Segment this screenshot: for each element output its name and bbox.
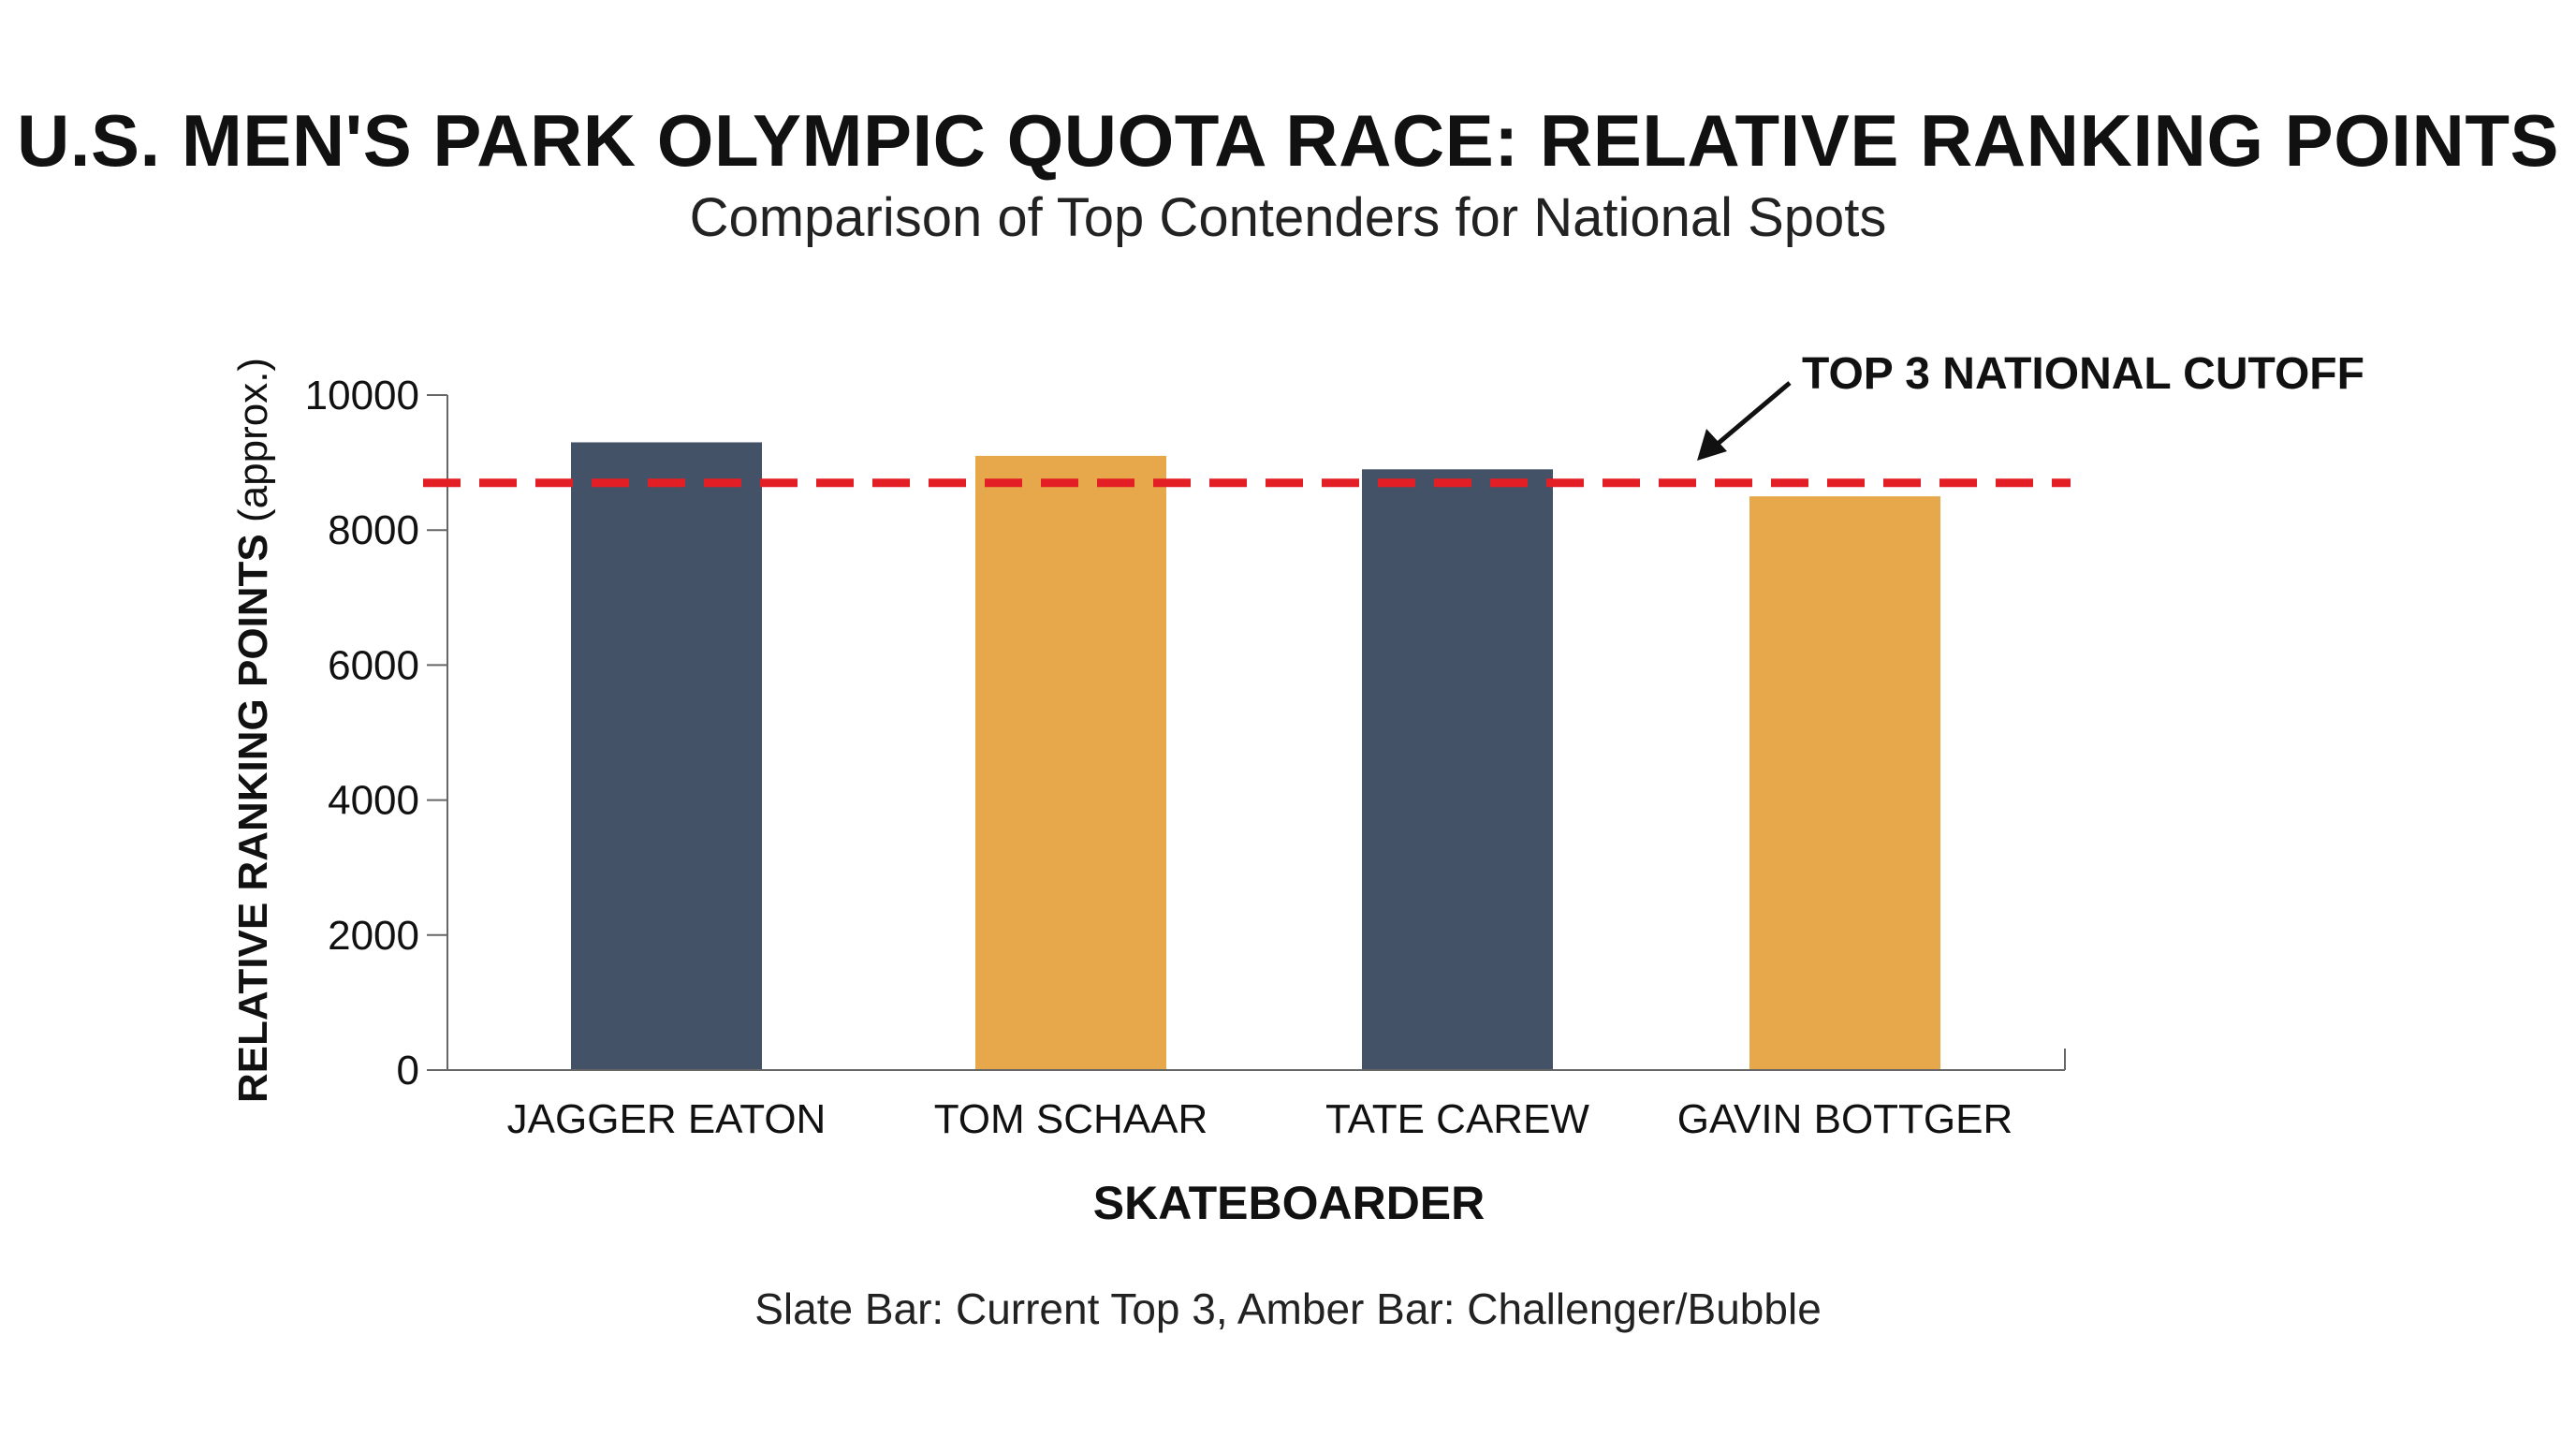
bar-tate-carew [1362,469,1553,1070]
y-tick-label: 10000 [305,373,419,418]
y-tick-label: 8000 [328,507,419,553]
y-tick-label: 4000 [328,778,419,824]
x-tick-label: TATE CAREW [1325,1096,1589,1142]
y-tick-label: 2000 [328,913,419,959]
y-tick-label: 0 [397,1048,419,1093]
bars-layer [571,442,1940,1071]
x-tick-label: GAVIN BOTTGER [1677,1096,2013,1142]
chart-title: U.S. MEN'S PARK OLYMPIC QUOTA RACE: RELA… [16,99,2560,182]
x-tick-label: JAGGER EATON [507,1096,827,1142]
y-axis-title: RELATIVE RANKING POINTS (approx.) [230,358,276,1103]
x-tick-label: TOM SCHAAR [934,1096,1208,1142]
cutoff-label: TOP 3 NATIONAL CUTOFF [1802,349,2364,399]
cutoff-arrow-shaft [1716,381,1792,446]
bar-jagger-eaton [571,442,762,1071]
axes-layer [446,395,2066,1071]
bar-gavin-bottger [1749,496,1940,1070]
chart-subtitle: Comparison of Top Contenders for Nationa… [689,187,1887,248]
x-ticks-layer: JAGGER EATON TOM SCHAAR TATE CAREW GAVIN BO… [507,1096,2013,1142]
chart-caption: Slate Bar: Current Top 3, Amber Bar: Cha… [754,1284,1822,1333]
y-ticks-layer: 0 2000 4000 6000 8000 10000 [305,373,447,1093]
cutoff-arrow-head [1697,429,1727,461]
y-axis-title-main: RELATIVE RANKING POINTS [230,534,276,1103]
y-tick-label: 6000 [328,642,419,688]
bar-tom-schaar [975,455,1166,1070]
x-axis-title: SKATEBOARDER [1093,1177,1486,1229]
y-axis-title-unit: (approx.) [230,358,276,522]
cutoff-annotation: TOP 3 NATIONAL CUTOFF [1697,349,2364,461]
